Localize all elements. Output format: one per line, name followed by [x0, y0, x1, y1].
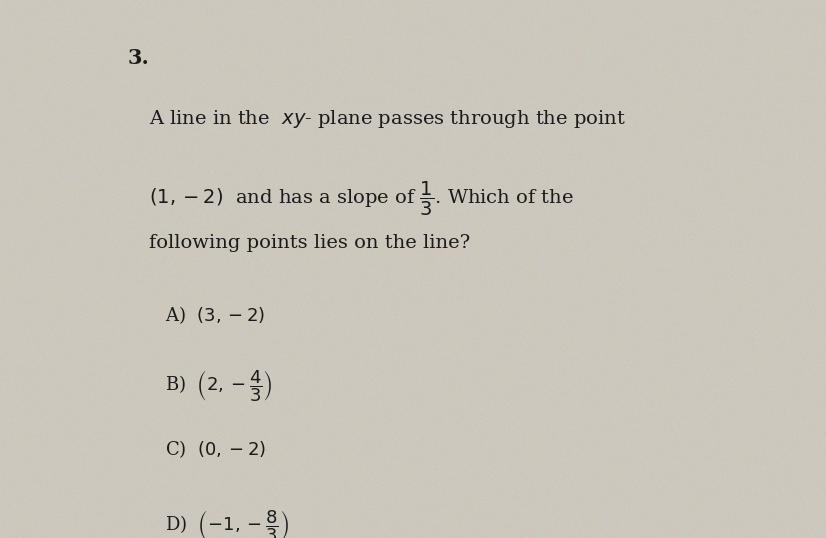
Text: A)  $(3,-2)$: A) $(3,-2)$ [165, 304, 265, 326]
Text: 3.: 3. [128, 48, 150, 68]
Text: B)  $\left(2,-\dfrac{4}{3}\right)$: B) $\left(2,-\dfrac{4}{3}\right)$ [165, 369, 273, 404]
Text: C)  $(0,-2)$: C) $(0,-2)$ [165, 438, 266, 461]
Text: $(1,-2)$  and has a slope of $\dfrac{1}{3}$. Which of the: $(1,-2)$ and has a slope of $\dfrac{1}{3… [149, 180, 573, 218]
Text: following points lies on the line?: following points lies on the line? [149, 234, 470, 252]
Text: A line in the  $xy$- plane passes through the point: A line in the $xy$- plane passes through… [149, 108, 625, 130]
Text: D)  $\left(-1,-\dfrac{8}{3}\right)$: D) $\left(-1,-\dfrac{8}{3}\right)$ [165, 508, 289, 538]
